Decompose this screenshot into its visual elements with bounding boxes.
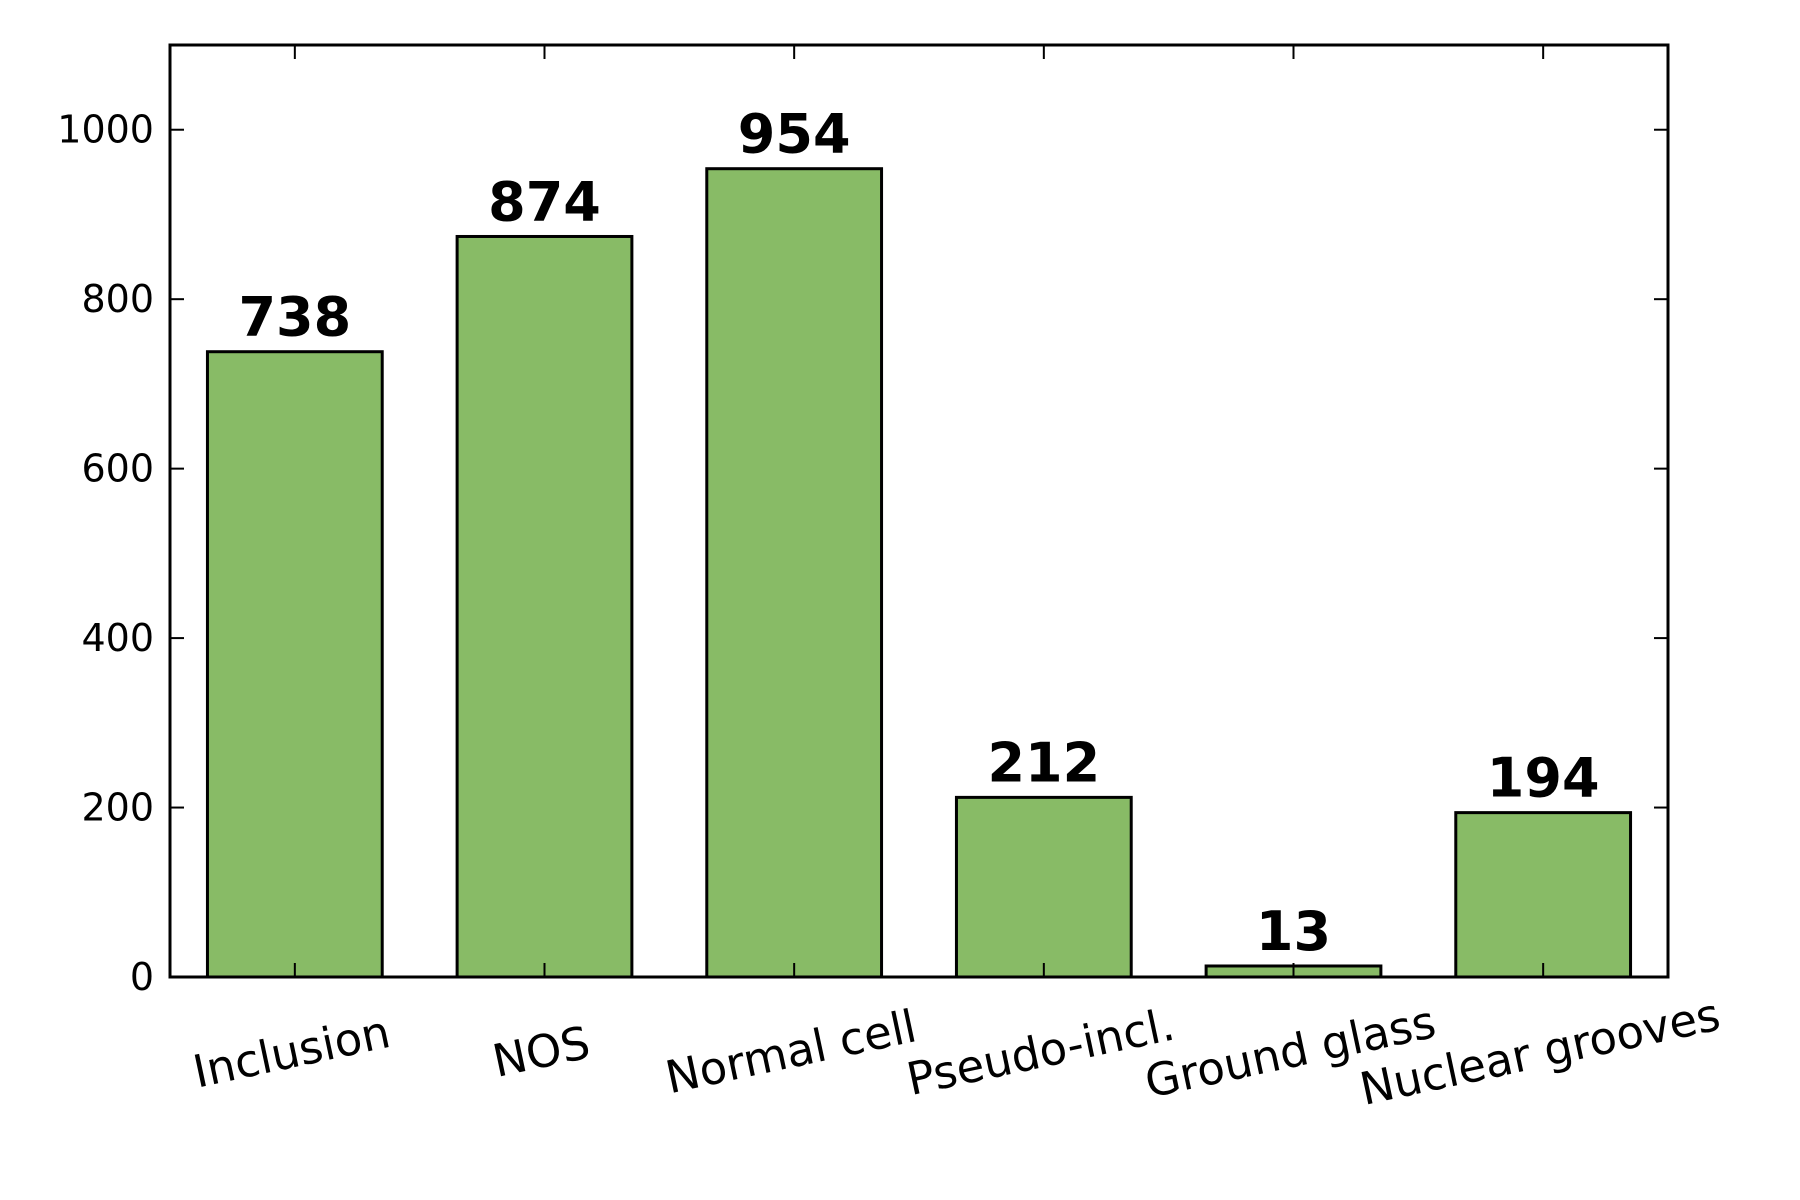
y-tick-label: 800 — [81, 277, 154, 321]
y-tick-label: 200 — [81, 786, 154, 830]
bar-value-label: 194 — [1487, 747, 1600, 810]
bar-3 — [705, 167, 884, 979]
category-label: Pseudo-incl. — [902, 998, 1179, 1106]
bar-value-label: 874 — [488, 170, 601, 233]
bar-value-label: 212 — [987, 731, 1100, 794]
bars-group — [205, 167, 1633, 979]
bar-value-label: 954 — [738, 103, 851, 166]
y-tick-label: 400 — [81, 616, 154, 660]
bar-1 — [205, 350, 384, 979]
bar-value-label: 13 — [1256, 900, 1331, 963]
y-tick-label: 1000 — [57, 108, 154, 152]
category-label: Normal cell — [661, 999, 921, 1104]
category-label: NOS — [488, 1016, 595, 1088]
y-tick-label: 0 — [130, 955, 154, 999]
plot-frame — [168, 43, 1670, 979]
y-tick-label: 600 — [81, 447, 154, 491]
category-label: Inclusion — [189, 1005, 395, 1098]
bar-value-label: 738 — [238, 286, 351, 349]
bar-6 — [1454, 811, 1633, 979]
bar-2 — [455, 234, 634, 979]
bar-4 — [954, 795, 1133, 979]
ticks-group — [170, 45, 1668, 978]
